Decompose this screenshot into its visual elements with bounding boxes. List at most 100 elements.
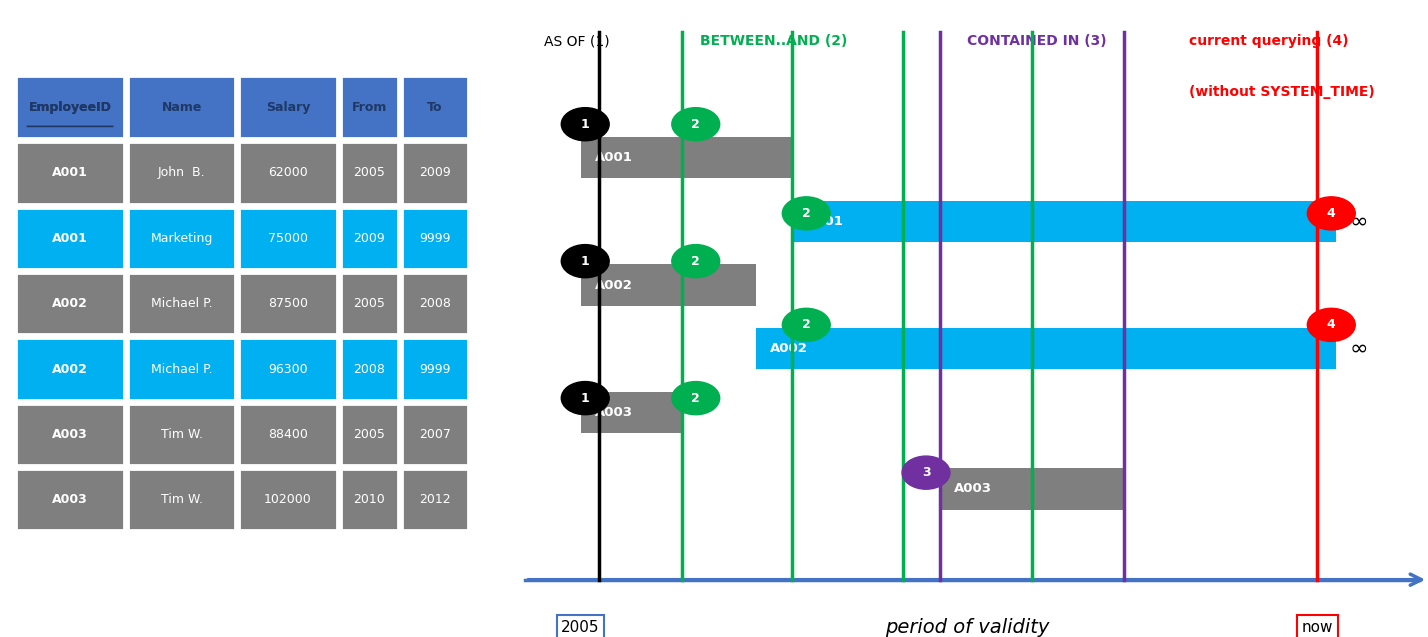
FancyBboxPatch shape	[129, 273, 236, 334]
Text: 9999: 9999	[420, 362, 451, 376]
Text: current querying (4): current querying (4)	[1188, 34, 1348, 48]
FancyBboxPatch shape	[240, 404, 337, 465]
FancyBboxPatch shape	[129, 142, 236, 203]
Text: 2009: 2009	[353, 232, 386, 245]
Text: 2005: 2005	[353, 297, 386, 310]
FancyBboxPatch shape	[240, 273, 337, 334]
Text: 2: 2	[803, 207, 811, 220]
FancyBboxPatch shape	[240, 208, 337, 269]
Circle shape	[1308, 308, 1355, 341]
Text: EmployeeID: EmployeeID	[29, 101, 111, 113]
FancyBboxPatch shape	[755, 328, 1337, 369]
Text: 2007: 2007	[418, 428, 451, 441]
FancyBboxPatch shape	[16, 142, 124, 203]
Text: A003: A003	[53, 428, 89, 441]
FancyBboxPatch shape	[401, 404, 468, 465]
Text: John  B.: John B.	[157, 166, 206, 180]
FancyBboxPatch shape	[341, 338, 397, 399]
FancyBboxPatch shape	[16, 338, 124, 399]
Text: Michael P.: Michael P.	[151, 362, 213, 376]
Text: From: From	[351, 101, 387, 113]
FancyBboxPatch shape	[129, 208, 236, 269]
Circle shape	[783, 197, 830, 230]
Text: A003: A003	[954, 482, 991, 496]
Text: 2: 2	[691, 392, 700, 404]
Text: 2005: 2005	[353, 166, 386, 180]
FancyBboxPatch shape	[341, 208, 397, 269]
Text: 96300: 96300	[268, 362, 308, 376]
Text: 2012: 2012	[420, 493, 451, 506]
Text: now: now	[1302, 620, 1334, 635]
Text: AS OF (1): AS OF (1)	[544, 34, 610, 48]
Circle shape	[561, 108, 610, 141]
Text: Name: Name	[161, 101, 201, 113]
Text: 1: 1	[581, 255, 590, 268]
Text: 1: 1	[581, 392, 590, 404]
Text: (without SYSTEM_TIME): (without SYSTEM_TIME)	[1188, 85, 1374, 99]
FancyBboxPatch shape	[401, 469, 468, 531]
Text: 2: 2	[803, 318, 811, 331]
FancyBboxPatch shape	[793, 201, 1337, 242]
FancyBboxPatch shape	[16, 273, 124, 334]
Text: CONTAINED IN (3): CONTAINED IN (3)	[968, 34, 1107, 48]
Text: 2009: 2009	[420, 166, 451, 180]
Circle shape	[902, 456, 950, 489]
Text: A002: A002	[770, 342, 807, 355]
FancyBboxPatch shape	[16, 76, 124, 138]
Text: 4: 4	[1327, 318, 1335, 331]
Text: 2010: 2010	[353, 493, 386, 506]
Text: 87500: 87500	[268, 297, 308, 310]
Text: 2: 2	[691, 118, 700, 131]
FancyBboxPatch shape	[129, 469, 236, 531]
FancyBboxPatch shape	[341, 273, 397, 334]
Text: EmployeeID: EmployeeID	[29, 101, 111, 113]
FancyBboxPatch shape	[129, 338, 236, 399]
Text: Michael P.: Michael P.	[151, 297, 213, 310]
Text: ∞: ∞	[1349, 211, 1368, 231]
Text: To: To	[427, 101, 443, 113]
Text: 88400: 88400	[268, 428, 308, 441]
Text: 2005: 2005	[561, 620, 600, 635]
FancyBboxPatch shape	[341, 469, 397, 531]
Text: period of validity: period of validity	[885, 618, 1050, 637]
FancyBboxPatch shape	[129, 404, 236, 465]
Text: A002: A002	[51, 362, 89, 376]
Text: 2005: 2005	[353, 428, 386, 441]
Circle shape	[671, 108, 720, 141]
Text: A001: A001	[807, 215, 844, 228]
Text: 2: 2	[691, 255, 700, 268]
Text: 102000: 102000	[264, 493, 311, 506]
Text: ∞: ∞	[1349, 339, 1368, 359]
Text: Tim W.: Tim W.	[160, 493, 203, 506]
Text: A001: A001	[51, 166, 89, 180]
FancyBboxPatch shape	[940, 468, 1124, 510]
FancyBboxPatch shape	[401, 76, 468, 138]
Text: 9999: 9999	[420, 232, 451, 245]
Text: 4: 4	[1327, 207, 1335, 220]
FancyBboxPatch shape	[401, 208, 468, 269]
Circle shape	[671, 382, 720, 415]
FancyBboxPatch shape	[240, 469, 337, 531]
FancyBboxPatch shape	[401, 338, 468, 399]
FancyBboxPatch shape	[401, 273, 468, 334]
Text: A002: A002	[594, 278, 633, 292]
Text: Tim W.: Tim W.	[160, 428, 203, 441]
FancyBboxPatch shape	[240, 76, 337, 138]
Text: BETWEEN..AND (2): BETWEEN..AND (2)	[700, 34, 848, 48]
Circle shape	[561, 245, 610, 278]
Text: A003: A003	[53, 493, 89, 506]
Circle shape	[671, 245, 720, 278]
FancyBboxPatch shape	[129, 76, 236, 138]
FancyBboxPatch shape	[581, 392, 683, 433]
FancyBboxPatch shape	[16, 208, 124, 269]
Text: 1: 1	[581, 118, 590, 131]
Circle shape	[783, 308, 830, 341]
Text: 75000: 75000	[268, 232, 308, 245]
FancyBboxPatch shape	[341, 404, 397, 465]
FancyBboxPatch shape	[401, 142, 468, 203]
Circle shape	[561, 382, 610, 415]
FancyBboxPatch shape	[341, 142, 397, 203]
FancyBboxPatch shape	[581, 137, 793, 178]
Text: Marketing: Marketing	[150, 232, 213, 245]
Text: A002: A002	[51, 297, 89, 310]
